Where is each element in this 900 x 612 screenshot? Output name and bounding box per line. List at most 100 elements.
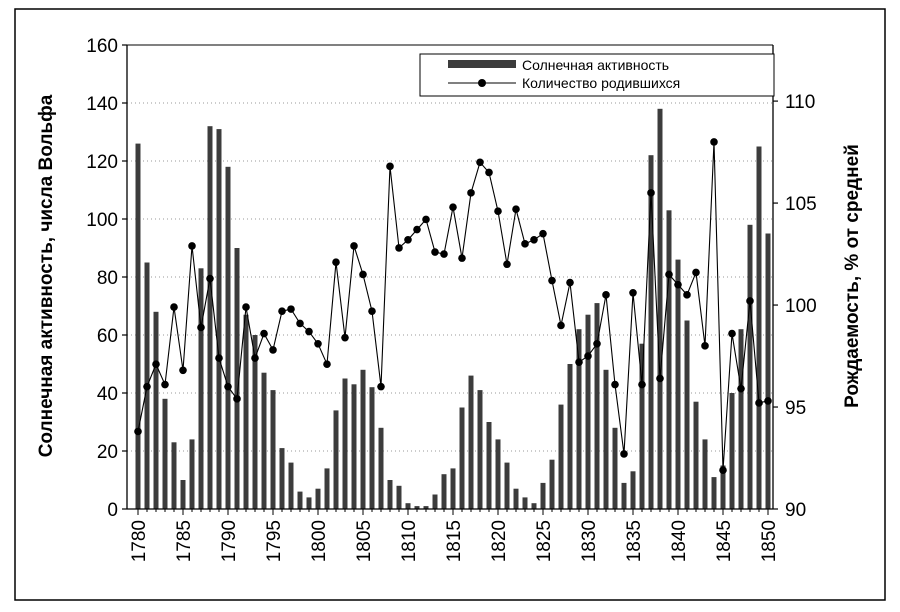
birth-marker bbox=[737, 384, 745, 393]
legend-line-marker bbox=[478, 79, 486, 87]
birth-marker bbox=[413, 225, 421, 234]
legend-label-line: Количество родившихся bbox=[522, 75, 680, 91]
birth-marker bbox=[764, 397, 772, 405]
bar bbox=[765, 233, 771, 509]
x-tick-label: 1780 bbox=[129, 520, 150, 562]
y-tick-label: 80 bbox=[97, 268, 118, 289]
birth-marker bbox=[584, 352, 592, 360]
birth-marker bbox=[521, 240, 529, 248]
bar bbox=[171, 442, 177, 509]
birth-marker bbox=[368, 307, 376, 315]
birth-marker bbox=[305, 327, 313, 336]
birth-marker bbox=[647, 189, 655, 197]
birth-marker bbox=[332, 258, 340, 267]
birth-marker bbox=[440, 250, 448, 258]
birth-marker bbox=[422, 215, 430, 224]
bar bbox=[279, 448, 285, 509]
birth-marker bbox=[251, 354, 259, 362]
x-tick-label: 1810 bbox=[399, 520, 420, 562]
bar bbox=[360, 369, 366, 509]
y-tick-label: 100 bbox=[86, 210, 118, 231]
birth-marker bbox=[746, 297, 754, 305]
birth-marker bbox=[170, 303, 178, 311]
birth-marker bbox=[278, 307, 286, 315]
bar bbox=[225, 166, 231, 510]
birth-marker bbox=[566, 278, 574, 287]
legend: Солнечная активность Количество родивших… bbox=[419, 53, 775, 97]
bar bbox=[486, 422, 492, 509]
bar bbox=[531, 503, 537, 509]
y-tick-label: 40 bbox=[97, 384, 118, 405]
birth-marker bbox=[656, 374, 664, 383]
x-tick-label: 1800 bbox=[309, 520, 330, 562]
bar bbox=[342, 378, 348, 509]
birth-marker bbox=[449, 203, 457, 211]
bar bbox=[387, 480, 393, 509]
birth-marker bbox=[665, 270, 673, 279]
birth-marker bbox=[701, 342, 709, 350]
birth-marker bbox=[296, 319, 304, 328]
birth-marker bbox=[233, 395, 241, 403]
x-tick-label: 1820 bbox=[489, 520, 510, 562]
birth-marker bbox=[611, 380, 619, 389]
birth-marker bbox=[575, 358, 583, 366]
bar bbox=[432, 494, 438, 509]
bar bbox=[369, 387, 375, 509]
birth-marker bbox=[143, 382, 151, 391]
bar bbox=[405, 503, 411, 509]
bar bbox=[756, 146, 762, 509]
birth-marker bbox=[377, 382, 385, 391]
y-tick-label: 160 bbox=[86, 36, 118, 57]
bar bbox=[306, 497, 312, 509]
y-tick-label: 60 bbox=[97, 326, 118, 347]
bar bbox=[522, 497, 528, 509]
bar bbox=[594, 303, 600, 509]
bar bbox=[234, 248, 240, 509]
birth-marker bbox=[494, 207, 502, 216]
bar bbox=[648, 155, 654, 509]
bar bbox=[567, 364, 573, 509]
birth-marker bbox=[134, 427, 142, 436]
x-tick-label: 1835 bbox=[624, 520, 645, 562]
x-tick-label: 1785 bbox=[174, 520, 195, 562]
birth-marker bbox=[206, 274, 214, 283]
bar bbox=[702, 439, 708, 509]
y2-tick-label: 100 bbox=[785, 296, 817, 317]
bar bbox=[729, 393, 735, 509]
bar bbox=[621, 482, 627, 509]
birth-marker bbox=[719, 466, 727, 475]
birth-marker bbox=[341, 333, 349, 342]
bar bbox=[396, 485, 402, 509]
bar bbox=[450, 468, 456, 509]
y2-tick-label: 105 bbox=[785, 194, 817, 215]
bar bbox=[378, 427, 384, 509]
birth-marker bbox=[260, 329, 268, 338]
bar bbox=[270, 390, 276, 509]
birth-marker bbox=[467, 189, 475, 197]
birth-marker bbox=[530, 235, 538, 244]
birth-marker bbox=[314, 339, 322, 348]
birth-marker bbox=[710, 138, 718, 146]
birth-marker bbox=[674, 280, 682, 289]
birth-marker bbox=[557, 321, 565, 330]
axes: 0 20 40 60 80 100 120 140 160 90 95 100 105 110 1780 17… bbox=[86, 36, 816, 562]
bar bbox=[207, 126, 213, 509]
birth-marker bbox=[359, 270, 367, 279]
y-tick-label: 120 bbox=[86, 152, 118, 173]
birth-marker bbox=[512, 205, 520, 213]
birth-marker bbox=[386, 162, 394, 171]
birth-marker bbox=[458, 254, 466, 262]
bar bbox=[315, 488, 321, 509]
bar bbox=[666, 210, 672, 510]
bar bbox=[657, 108, 663, 510]
birth-marker bbox=[215, 354, 223, 362]
birth-marker bbox=[242, 303, 250, 311]
y2-tick-label: 110 bbox=[785, 92, 815, 113]
y2-axis-title: Рождаемость, % от средней bbox=[842, 144, 863, 408]
bar bbox=[351, 384, 357, 509]
bar bbox=[216, 129, 222, 509]
birth-marker bbox=[269, 346, 277, 354]
birth-marker bbox=[620, 450, 628, 458]
bar bbox=[414, 506, 420, 509]
